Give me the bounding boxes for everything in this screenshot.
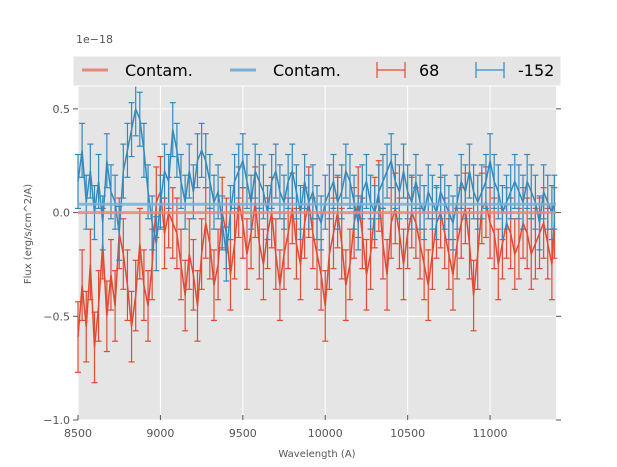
legend-entry-68: 68 — [376, 61, 439, 80]
x-tick-label: 11000 — [473, 427, 508, 440]
legend-entry-contam-152: Contam. — [230, 61, 341, 80]
y-tick-label: 0.5 — [53, 103, 71, 116]
ticks: 8500 9000 9500 10000 10500 11000 −1.0 −0.5 0.0 0.… — [43, 57, 561, 440]
y-axis-label: Flux (erg/s/cm^2/A) — [23, 184, 34, 284]
errorbar-icon — [475, 62, 505, 78]
x-axis-label: Wavelength (A) — [278, 449, 355, 460]
offset-text: 1e−18 — [76, 33, 113, 46]
legend-box — [72, 55, 562, 87]
series-line — [77, 191, 556, 348]
x-tick-label: 10000 — [308, 427, 343, 440]
series-layer — [75, 81, 558, 384]
x-tick-label: 8500 — [64, 427, 92, 440]
contam-lines — [78, 202, 556, 215]
y-tick-label: −0.5 — [43, 310, 70, 323]
y-tick-label: 0.0 — [53, 207, 71, 220]
series--152 — [75, 81, 558, 282]
legend-label: Contam. — [125, 61, 193, 80]
legend-label: 68 — [419, 61, 439, 80]
x-tick-label: 9500 — [229, 427, 257, 440]
errorbar-icon — [376, 62, 406, 78]
x-tick-label: 9000 — [146, 427, 174, 440]
legend-entry-152: -152 — [475, 61, 554, 80]
legend-label: Contam. — [273, 61, 341, 80]
legend-label: -152 — [518, 61, 554, 80]
x-tick-label: 10500 — [390, 427, 425, 440]
y-tick-label: −1.0 — [43, 414, 70, 427]
legend-entry-contam-68: Contam. — [82, 61, 193, 80]
legend: Contam. Contam. 68 -152 — [72, 55, 562, 87]
